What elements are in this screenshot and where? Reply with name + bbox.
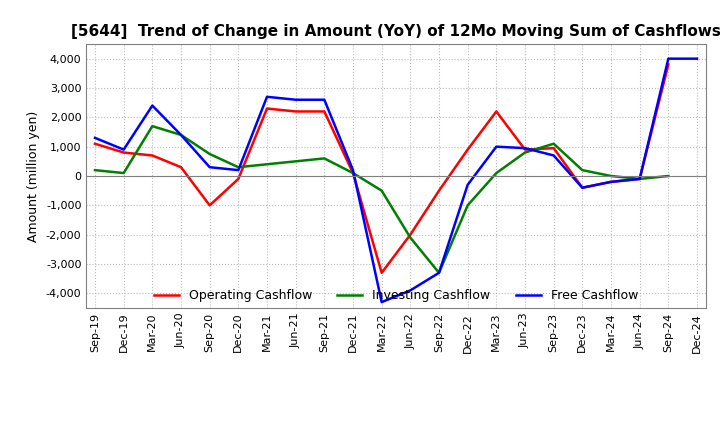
Free Cashflow	[549, 153, 558, 158]
Legend: Operating Cashflow, Investing Cashflow, Free Cashflow: Operating Cashflow, Investing Cashflow, …	[149, 284, 643, 307]
Operating Cashflow	[578, 185, 587, 191]
Free Cashflow	[263, 94, 271, 99]
Investing Cashflow	[549, 141, 558, 147]
Operating Cashflow	[263, 106, 271, 111]
Investing Cashflow	[521, 150, 529, 155]
Operating Cashflow	[607, 179, 616, 184]
Operating Cashflow	[292, 109, 300, 114]
Operating Cashflow	[521, 147, 529, 152]
Investing Cashflow	[205, 151, 214, 157]
Investing Cashflow	[176, 132, 185, 138]
Title: [5644]  Trend of Change in Amount (YoY) of 12Mo Moving Sum of Cashflows: [5644] Trend of Change in Amount (YoY) o…	[71, 24, 720, 39]
Free Cashflow	[205, 165, 214, 170]
Free Cashflow	[693, 56, 701, 61]
Operating Cashflow	[148, 153, 157, 158]
Free Cashflow	[578, 185, 587, 191]
Investing Cashflow	[120, 170, 128, 176]
Free Cashflow	[348, 168, 357, 173]
Investing Cashflow	[492, 170, 500, 176]
Operating Cashflow	[91, 141, 99, 147]
Free Cashflow	[607, 179, 616, 184]
Free Cashflow	[91, 135, 99, 140]
Investing Cashflow	[148, 124, 157, 129]
Investing Cashflow	[91, 168, 99, 173]
Operating Cashflow	[664, 62, 672, 67]
Investing Cashflow	[263, 161, 271, 167]
Investing Cashflow	[348, 170, 357, 176]
Operating Cashflow	[377, 270, 386, 275]
Free Cashflow	[492, 144, 500, 149]
Free Cashflow	[406, 288, 415, 293]
Investing Cashflow	[578, 168, 587, 173]
Free Cashflow	[292, 97, 300, 103]
Investing Cashflow	[234, 165, 243, 170]
Line: Investing Cashflow: Investing Cashflow	[95, 126, 668, 273]
Investing Cashflow	[292, 159, 300, 164]
Free Cashflow	[464, 182, 472, 187]
Investing Cashflow	[464, 203, 472, 208]
Free Cashflow	[320, 97, 328, 103]
Operating Cashflow	[176, 165, 185, 170]
Investing Cashflow	[607, 173, 616, 179]
Investing Cashflow	[664, 173, 672, 179]
Line: Free Cashflow: Free Cashflow	[95, 59, 697, 302]
Investing Cashflow	[377, 188, 386, 193]
Operating Cashflow	[492, 109, 500, 114]
Operating Cashflow	[435, 188, 444, 193]
Operating Cashflow	[464, 147, 472, 152]
Operating Cashflow	[205, 203, 214, 208]
Investing Cashflow	[320, 156, 328, 161]
Operating Cashflow	[549, 146, 558, 151]
Free Cashflow	[148, 103, 157, 108]
Free Cashflow	[521, 146, 529, 151]
Line: Operating Cashflow: Operating Cashflow	[95, 65, 668, 273]
Free Cashflow	[234, 168, 243, 173]
Free Cashflow	[377, 300, 386, 305]
Operating Cashflow	[120, 150, 128, 155]
Operating Cashflow	[348, 170, 357, 176]
Operating Cashflow	[406, 232, 415, 237]
Free Cashflow	[664, 56, 672, 61]
Operating Cashflow	[635, 176, 644, 182]
Investing Cashflow	[635, 176, 644, 182]
Operating Cashflow	[234, 176, 243, 182]
Free Cashflow	[635, 176, 644, 182]
Investing Cashflow	[435, 270, 444, 275]
Y-axis label: Amount (million yen): Amount (million yen)	[27, 110, 40, 242]
Free Cashflow	[435, 270, 444, 275]
Free Cashflow	[176, 132, 185, 138]
Operating Cashflow	[320, 109, 328, 114]
Free Cashflow	[120, 147, 128, 152]
Investing Cashflow	[406, 235, 415, 240]
